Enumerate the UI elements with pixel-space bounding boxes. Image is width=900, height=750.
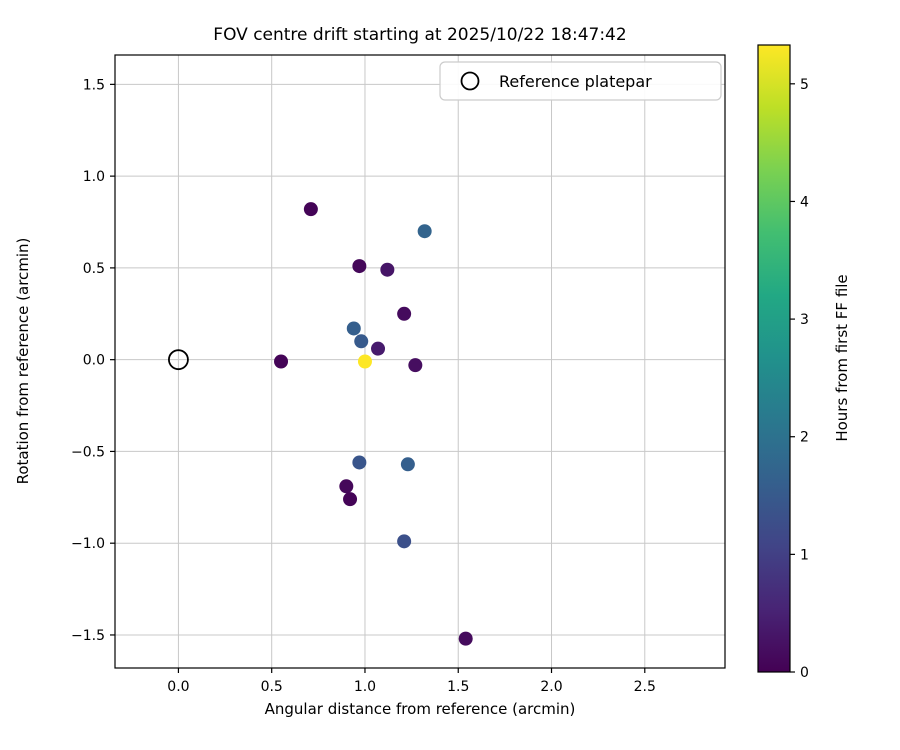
data-point [303, 202, 318, 217]
data-point [343, 492, 358, 507]
y-tick-label: −0.5 [71, 444, 105, 460]
x-tick-label: 2.0 [540, 679, 562, 695]
colorbar-tick-label: 4 [800, 194, 809, 210]
colorbar-tick-label: 1 [800, 547, 809, 563]
x-axis-label: Angular distance from reference (arcmin) [265, 700, 576, 718]
colorbar-tick-label: 2 [800, 430, 809, 446]
y-tick-label: 1.0 [83, 169, 105, 185]
y-tick-label: −1.0 [71, 536, 105, 552]
data-point [352, 259, 367, 274]
data-point [357, 354, 372, 369]
data-point [417, 224, 432, 239]
axes-spines [114, 54, 726, 669]
legend-label: Reference platepar [499, 72, 652, 91]
x-tick-label: 2.5 [634, 679, 656, 695]
y-tick-label: 0.5 [83, 261, 105, 277]
legend-box [439, 61, 722, 101]
data-point [400, 457, 415, 472]
data-point [380, 262, 395, 277]
data-point [371, 341, 386, 356]
legend: Reference platepar [439, 61, 722, 101]
colorbar-outline [757, 44, 791, 673]
x-tick-label: 1.0 [354, 679, 376, 695]
colorbar-tick-label: 0 [800, 665, 809, 681]
data-point [274, 354, 289, 369]
y-tick-label: 1.5 [83, 77, 105, 93]
reference-platepar-point [168, 349, 189, 371]
x-tick-label: 0.5 [261, 679, 283, 695]
chart-title: FOV centre drift starting at 2025/10/22 … [213, 25, 626, 45]
x-tick-label: 0.0 [167, 679, 189, 695]
reference-platepar-marker-icon [460, 71, 480, 91]
colorbar [758, 45, 790, 672]
colorbar-tick-label: 5 [800, 77, 809, 93]
y-tick-label: −1.5 [71, 628, 105, 644]
data-point [352, 455, 367, 470]
x-tick-label: 1.5 [447, 679, 469, 695]
data-point [397, 534, 412, 549]
colorbar-label: Hours from first FF file [833, 274, 851, 441]
data-point [339, 479, 354, 494]
data-point [397, 306, 412, 321]
colorbar-tick-label: 3 [800, 312, 809, 328]
y-axis-label: Rotation from reference (arcmin) [14, 238, 32, 485]
data-point [354, 334, 369, 349]
data-point [458, 631, 473, 646]
data-point [346, 321, 361, 336]
chart-layer: 0.0 0.5 1.0 1.5 2.0 2.5 −1.5 −1.0 −0.5 0.0 0.5 1.0 1… [71, 44, 809, 695]
y-tick-label: 0.0 [83, 353, 105, 369]
data-point [408, 358, 423, 373]
